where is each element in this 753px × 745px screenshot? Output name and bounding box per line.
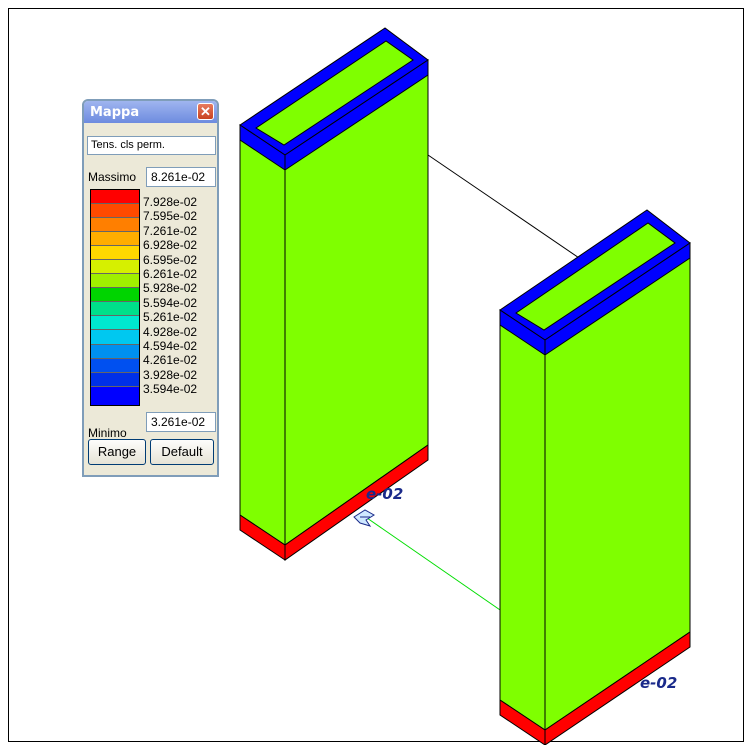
wall-right-bottom-band-front [499, 699, 546, 745]
close-button[interactable]: ✕ [197, 103, 214, 120]
map-legend-panel[interactable]: Mappa ✕ Tens. cls perm. Massimo 8.261e-0… [82, 99, 219, 477]
min-value-field[interactable]: 3.261e-02 [146, 412, 216, 432]
wall-left-top-opening [255, 40, 414, 146]
legend-swatch [91, 344, 139, 359]
wall-right-bottom-band-side [544, 631, 691, 745]
wall-right-top-band-side [544, 242, 691, 356]
legend-value-label: 3.928e-02 [143, 367, 198, 382]
value-label-right: e-02 [640, 674, 677, 692]
legend-swatch [91, 302, 139, 317]
range-button[interactable]: Range [88, 439, 146, 465]
local-axis-icon [353, 509, 375, 527]
legend-value-label: 7.595e-02 [143, 209, 198, 224]
legend-value-label: 7.261e-02 [143, 223, 198, 238]
legend-value-label: 6.928e-02 [143, 238, 198, 253]
legend-swatch [91, 288, 139, 303]
legend-value-label: 4.261e-02 [143, 353, 198, 368]
legend-swatch [91, 316, 139, 331]
close-icon: ✕ [200, 104, 211, 119]
legend-value-label: 4.594e-02 [143, 338, 198, 353]
min-label: Minimo [88, 426, 127, 440]
value-label-left: e-02 [366, 485, 403, 503]
legend-value-label: 7.928e-02 [143, 195, 198, 209]
result-field-label[interactable]: Tens. cls perm. [87, 136, 216, 155]
max-label: Massimo [88, 170, 137, 184]
legend-swatch [91, 372, 139, 387]
legend-swatch [91, 358, 139, 373]
legend-swatch [91, 274, 139, 289]
legend-value-label: 5.928e-02 [143, 281, 198, 296]
legend-swatch [91, 232, 139, 247]
legend-swatch [91, 218, 139, 233]
legend-swatch [91, 330, 139, 345]
legend-value-label: 4.928e-02 [143, 324, 198, 339]
legend-value-label: 3.594e-02 [143, 382, 198, 397]
wall-right-front-face [499, 309, 546, 731]
legend-value-label: 5.261e-02 [143, 310, 198, 325]
color-legend-bar [90, 189, 140, 406]
default-button[interactable]: Default [150, 439, 214, 465]
legend-swatch [91, 246, 139, 261]
legend-swatch [91, 204, 139, 219]
legend-value-label: 5.594e-02 [143, 295, 198, 310]
wall-left-bottom-band-side [284, 444, 429, 561]
wall-left-front-face [239, 124, 286, 546]
green-axis-line [366, 517, 504, 613]
legend-swatch [91, 190, 139, 205]
legend-value-label: 6.595e-02 [143, 252, 198, 267]
wall-left-top-band-side [284, 59, 429, 171]
wall-left[interactable] [239, 27, 429, 561]
panel-title: Mappa [90, 105, 140, 120]
legend-swatch [91, 386, 139, 405]
panel-titlebar[interactable]: Mappa ✕ [84, 101, 217, 123]
legend-swatch [91, 260, 139, 275]
legend-value-label: 6.261e-02 [143, 266, 198, 281]
link-line [427, 154, 586, 263]
wall-right[interactable] [499, 209, 691, 745]
wall-right-top-opening [515, 222, 676, 331]
max-value-field[interactable]: 8.261e-02 [146, 167, 216, 187]
legend-labels: 7.928e-02 7.595e-02 7.261e-02 6.928e-02 6.59… [143, 195, 217, 396]
